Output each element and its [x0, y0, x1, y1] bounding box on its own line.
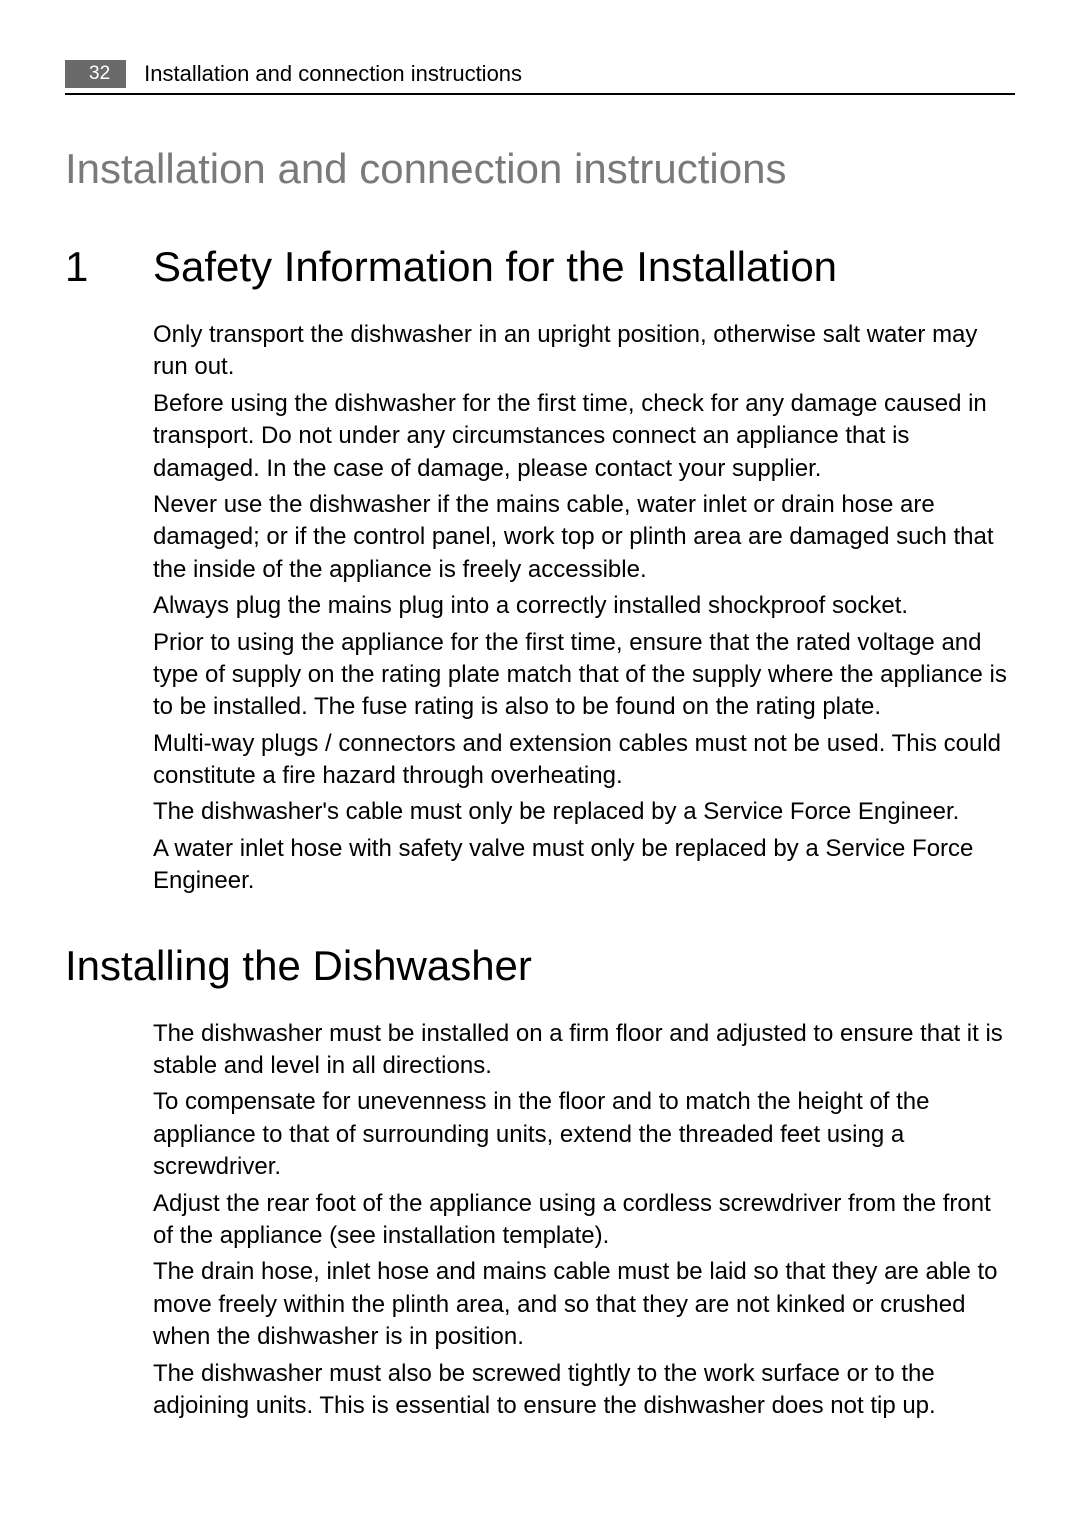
section-1-body: Only transport the dishwasher in an upri…	[153, 319, 1015, 898]
paragraph: Always plug the mains plug into a correc…	[153, 590, 1015, 622]
paragraph: Adjust the rear foot of the appliance us…	[153, 1188, 1015, 1253]
paragraph: Before using the dishwasher for the firs…	[153, 388, 1015, 485]
paragraph: To compensate for unevenness in the floo…	[153, 1086, 1015, 1183]
header-title: Installation and connection instructions	[144, 61, 522, 87]
page-header: 32 Installation and connection instructi…	[65, 60, 1015, 95]
paragraph: The dishwasher's cable must only be repl…	[153, 796, 1015, 828]
paragraph: The drain hose, inlet hose and mains cab…	[153, 1256, 1015, 1353]
section-1-header: 1 Safety Information for the Installatio…	[65, 243, 1015, 291]
paragraph: The dishwasher must be installed on a fi…	[153, 1018, 1015, 1083]
section-2-body: The dishwasher must be installed on a fi…	[153, 1018, 1015, 1423]
paragraph: Prior to using the appliance for the fir…	[153, 627, 1015, 724]
warning-icon: 1	[65, 243, 153, 291]
page-number: 32	[65, 60, 126, 88]
section-2-heading: Installing the Dishwasher	[65, 942, 1015, 990]
paragraph: A water inlet hose with safety valve mus…	[153, 833, 1015, 898]
section-1-heading: Safety Information for the Installation	[153, 243, 837, 291]
paragraph: The dishwasher must also be screwed tigh…	[153, 1358, 1015, 1423]
paragraph: Never use the dishwasher if the mains ca…	[153, 489, 1015, 586]
paragraph: Multi-way plugs / connectors and extensi…	[153, 728, 1015, 793]
main-title: Installation and connection instructions	[65, 145, 1015, 193]
paragraph: Only transport the dishwasher in an upri…	[153, 319, 1015, 384]
